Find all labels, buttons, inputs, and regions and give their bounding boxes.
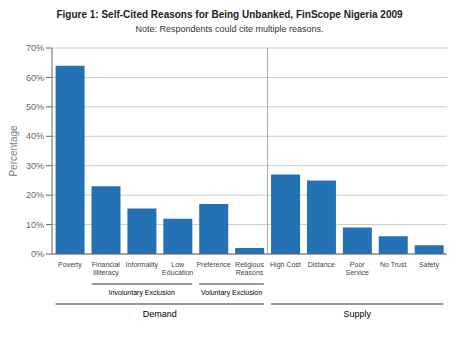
svg-text:Distance: Distance bbox=[308, 261, 335, 268]
svg-text:20%: 20% bbox=[26, 190, 44, 200]
svg-text:Poverty: Poverty bbox=[58, 261, 82, 269]
svg-text:60%: 60% bbox=[26, 73, 44, 83]
svg-text:High Cost: High Cost bbox=[270, 261, 301, 269]
svg-text:50%: 50% bbox=[26, 102, 44, 112]
svg-text:LowEducation: LowEducation bbox=[162, 261, 193, 276]
svg-text:40%: 40% bbox=[26, 131, 44, 141]
html-text:Note: Respondents could cite m: Note: Respondents could cite multiple re… bbox=[135, 24, 324, 34]
svg-text:Supply: Supply bbox=[343, 309, 371, 319]
svg-text:No Trust: No Trust bbox=[380, 261, 407, 268]
svg-text:Informality: Informality bbox=[126, 261, 159, 269]
svg-text:Percentage: Percentage bbox=[8, 125, 19, 177]
svg-text:70%: 70% bbox=[26, 43, 44, 53]
svg-text:FinancialIlliteracy: FinancialIlliteracy bbox=[92, 261, 120, 277]
svg-text:Voluntary Exclusion: Voluntary Exclusion bbox=[201, 289, 262, 297]
svg-text:Safety: Safety bbox=[419, 261, 439, 269]
html-text:Figure 1: Self-Cited Reasons f: Figure 1: Self-Cited Reasons for Being U… bbox=[56, 9, 403, 20]
svg-text:Involuntary Exclusion: Involuntary Exclusion bbox=[109, 289, 175, 297]
svg-text:10%: 10% bbox=[26, 220, 44, 230]
svg-text:0%: 0% bbox=[31, 249, 44, 259]
svg-text:30%: 30% bbox=[26, 161, 44, 171]
svg-text:Demand: Demand bbox=[143, 309, 177, 319]
svg-text:ReligiousReasons: ReligiousReasons bbox=[235, 261, 264, 276]
svg-text:Preference: Preference bbox=[196, 261, 230, 268]
svg-text:PoorService: PoorService bbox=[346, 261, 369, 276]
